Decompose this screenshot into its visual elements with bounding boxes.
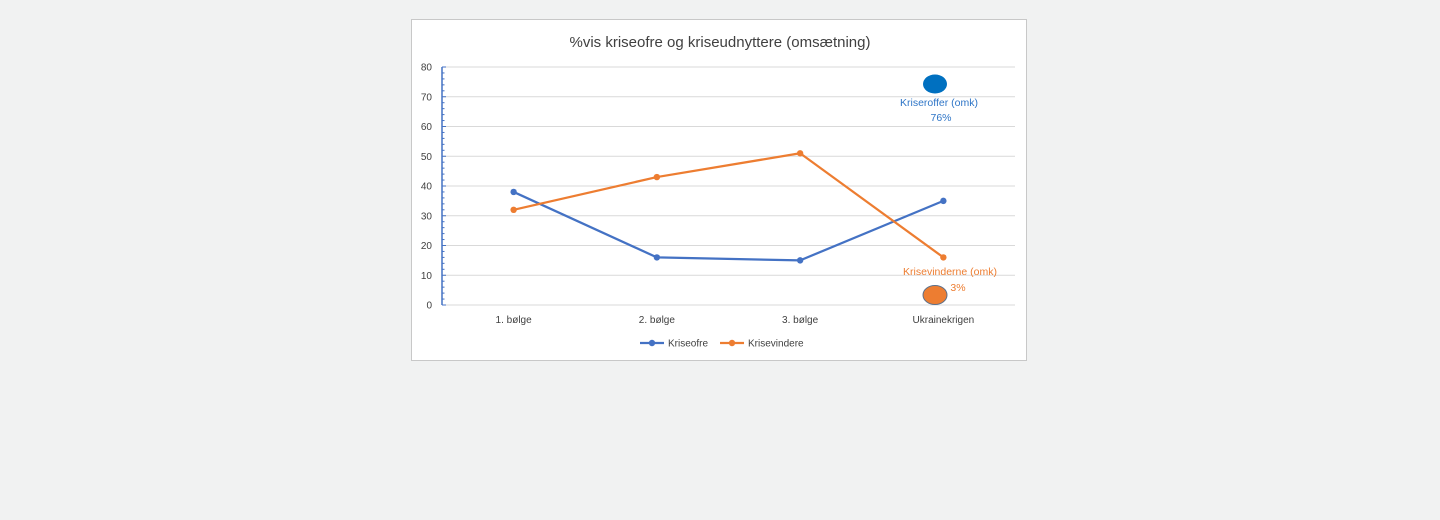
y-tick-label: 0: [426, 301, 432, 312]
series-line: [513, 152, 945, 259]
gridlines: [442, 66, 1015, 306]
annotation-value-krisevinderne: 3%: [950, 282, 965, 294]
legend-item-2: Krisevindere: [720, 339, 804, 350]
data-point: [796, 257, 804, 264]
y-tick-label: 70: [421, 92, 433, 103]
y-tick-label: 20: [421, 241, 433, 252]
annotation-marker-kriseroffer: [923, 74, 947, 94]
legend-swatch-point: [648, 339, 656, 347]
annotations: Kriseroffer (omk) 76% Krisevinderne (omk) 3…: [900, 74, 997, 305]
series-line: [513, 190, 944, 262]
data-point: [510, 206, 517, 213]
y-tick-label: 30: [421, 211, 433, 222]
data-point: [940, 197, 947, 205]
x-tick-label: 3. bølge: [782, 315, 819, 326]
annotation-marker-krisevinderne: [922, 285, 948, 305]
data-point: [796, 150, 804, 157]
y-tick-label: 60: [421, 122, 433, 133]
annotation-value-kriseroffer: 76%: [930, 112, 951, 124]
annotation-label-krisevinderne: Krisevinderne (omk): [903, 266, 997, 278]
data-point: [653, 254, 661, 261]
series-group: [510, 150, 947, 264]
y-tick-label: 50: [421, 152, 433, 163]
legend-label: Kriseofre: [668, 339, 708, 350]
legend-item-1: Kriseofre: [640, 339, 708, 350]
series-1: [510, 188, 947, 264]
data-point: [510, 188, 517, 196]
chart-container: %vis kriseofre og kriseudnyttere (omsætn…: [411, 19, 1027, 361]
series-2: [510, 150, 947, 261]
y-tick-label: 10: [421, 271, 433, 282]
annotation-label-kriseroffer: Kriseroffer (omk): [900, 97, 978, 109]
x-axis: 1. bølge 2. bølge 3. bølge Ukrainekrigen: [496, 315, 975, 326]
y-axis: 0 10 20 30 40 50 60 70 80: [421, 63, 446, 312]
legend-label: Krisevindere: [748, 339, 804, 350]
line-chart: %vis kriseofre og kriseudnyttere (omsætn…: [421, 34, 1015, 350]
legend-swatch-point: [728, 339, 736, 347]
data-point: [940, 254, 947, 261]
x-tick-label: 1. bølge: [496, 315, 533, 326]
legend: Kriseofre Krisevindere: [640, 339, 804, 350]
chart-title: %vis kriseofre og kriseudnyttere (omsætn…: [570, 34, 871, 51]
data-point: [653, 173, 661, 181]
y-tick-label: 80: [421, 63, 433, 74]
y-tick-label: 40: [421, 182, 433, 193]
x-tick-label: 2. bølge: [639, 315, 676, 326]
x-tick-label: Ukrainekrigen: [913, 315, 975, 326]
